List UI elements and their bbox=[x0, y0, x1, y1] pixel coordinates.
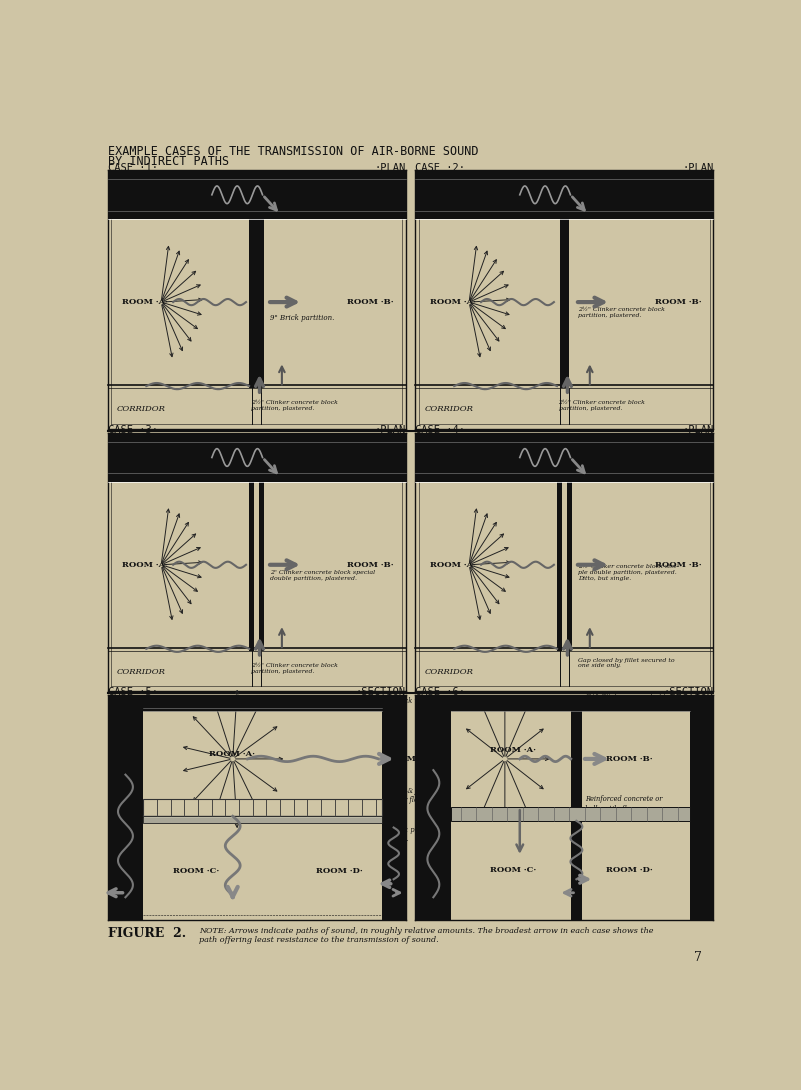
Text: 13½" Brick wall.: 13½" Brick wall. bbox=[578, 451, 638, 459]
Text: path offering least resistance to the transmission of sound.: path offering least resistance to the tr… bbox=[199, 936, 439, 944]
Text: CASE ·3·: CASE ·3· bbox=[107, 425, 158, 435]
Bar bbox=[252, 651, 260, 691]
Bar bbox=[451, 694, 690, 711]
Text: CORRIDOR: CORRIDOR bbox=[425, 668, 473, 676]
Text: BY INDIRECT PATHS: BY INDIRECT PATHS bbox=[107, 156, 229, 168]
Bar bbox=[416, 170, 714, 219]
Text: 9" Brick partition.: 9" Brick partition. bbox=[270, 314, 335, 322]
Text: 13½" Brick wall.: 13½" Brick wall. bbox=[270, 451, 329, 459]
Text: 2½" Clinker concrete block
partition, plastered.: 2½" Clinker concrete block partition, pl… bbox=[558, 400, 646, 411]
Bar bbox=[557, 482, 562, 651]
Bar bbox=[143, 816, 382, 823]
Text: CASE ·4·: CASE ·4· bbox=[416, 425, 465, 435]
Bar bbox=[567, 482, 572, 651]
Text: FIGURE  2.: FIGURE 2. bbox=[107, 926, 186, 940]
Text: 2½" Clinker concrete block
partition, plastered.: 2½" Clinker concrete block partition, pl… bbox=[251, 400, 337, 411]
Text: EXAMPLE CASES OF THE TRANSMISSION OF AIR-BORNE SOUND: EXAMPLE CASES OF THE TRANSMISSION OF AIR… bbox=[107, 145, 478, 158]
Bar bbox=[571, 711, 582, 808]
Text: 2½" Clinker concrete block
partition.: 2½" Clinker concrete block partition. bbox=[586, 692, 677, 710]
Text: Reinforced concrete or
hollow tile floor.: Reinforced concrete or hollow tile floor… bbox=[586, 796, 662, 812]
Bar bbox=[416, 433, 714, 482]
Text: 2½" Clinker concrete block
partition, plastered.: 2½" Clinker concrete block partition, pl… bbox=[578, 307, 665, 318]
Bar bbox=[107, 694, 143, 920]
Text: ROOM ·A·: ROOM ·A· bbox=[490, 746, 536, 754]
Bar bbox=[260, 482, 264, 651]
Text: ROOM ·C·: ROOM ·C· bbox=[490, 867, 536, 874]
Bar bbox=[560, 219, 569, 388]
Bar bbox=[107, 433, 405, 482]
Text: CASE ·1·: CASE ·1· bbox=[107, 162, 158, 172]
Text: ROOM ·B·: ROOM ·B· bbox=[347, 560, 393, 569]
Text: Board & joist
timber floor.: Board & joist timber floor. bbox=[384, 787, 429, 803]
Bar bbox=[252, 388, 260, 428]
Text: ROOM ·B·: ROOM ·B· bbox=[655, 560, 702, 569]
Text: Lath & plaster
ceiling.: Lath & plaster ceiling. bbox=[384, 825, 433, 843]
Text: 7: 7 bbox=[694, 950, 702, 964]
Text: ROOM ·A·: ROOM ·A· bbox=[123, 560, 168, 569]
Bar bbox=[143, 799, 382, 816]
Bar bbox=[561, 651, 569, 691]
Text: ·PLAN: ·PLAN bbox=[374, 162, 405, 172]
Text: CASE ·6·: CASE ·6· bbox=[416, 688, 465, 698]
Text: 9" Brick wall.: 9" Brick wall. bbox=[454, 698, 500, 705]
Text: ROOM ·B·: ROOM ·B· bbox=[606, 755, 653, 763]
Text: 2½" Clinker concrete block
partition, plastered.: 2½" Clinker concrete block partition, pl… bbox=[251, 663, 337, 674]
Text: NOTE: Arrows indicate paths of sound, in roughly relative amounts. The broadest : NOTE: Arrows indicate paths of sound, in… bbox=[199, 928, 654, 935]
Bar bbox=[249, 482, 254, 651]
Bar bbox=[382, 694, 405, 711]
Text: ROOM ·B·: ROOM ·B· bbox=[347, 298, 393, 306]
Text: 2½"Clinker concrete block sim-
ple double partition, plastered.
Ditto, but singl: 2½"Clinker concrete block sim- ple doubl… bbox=[578, 565, 678, 581]
Bar bbox=[416, 694, 451, 920]
Text: CORRIDOR: CORRIDOR bbox=[116, 405, 165, 413]
Text: ROOM ·A·: ROOM ·A· bbox=[209, 750, 255, 759]
Text: 2" Clinker concrete block special
double partition, plastered.: 2" Clinker concrete block special double… bbox=[270, 570, 376, 581]
Text: ·PLAN: ·PLAN bbox=[682, 162, 714, 172]
Text: 13½" Brick wall.: 13½" Brick wall. bbox=[147, 698, 203, 705]
Text: 9" Brick wall.: 9" Brick wall. bbox=[384, 698, 430, 705]
Text: ·PLAN: ·PLAN bbox=[682, 425, 714, 435]
Text: ·SECTION: ·SECTION bbox=[356, 688, 405, 698]
Bar bbox=[249, 219, 264, 388]
Text: ROOM ·A·: ROOM ·A· bbox=[430, 560, 477, 569]
Bar bbox=[571, 821, 582, 920]
Text: ROOM ·A·: ROOM ·A· bbox=[123, 298, 168, 306]
Text: ROOM ·C·: ROOM ·C· bbox=[173, 868, 219, 875]
Bar bbox=[690, 694, 714, 920]
Text: 13½" Brick wall.: 13½" Brick wall. bbox=[270, 196, 329, 204]
Text: CORRIDOR: CORRIDOR bbox=[425, 405, 473, 413]
Bar bbox=[143, 694, 382, 711]
Bar bbox=[107, 170, 405, 219]
Text: ROOM ·B·: ROOM ·B· bbox=[655, 298, 702, 306]
Text: CASE ·2·: CASE ·2· bbox=[416, 162, 465, 172]
Text: ·SECTION: ·SECTION bbox=[663, 688, 714, 698]
Bar bbox=[382, 694, 405, 920]
Text: ·PLAN: ·PLAN bbox=[374, 425, 405, 435]
Text: CORRIDOR: CORRIDOR bbox=[116, 668, 165, 676]
Text: 13½" Brick wall.: 13½" Brick wall. bbox=[578, 196, 638, 204]
Text: 2" Air space.: 2" Air space. bbox=[270, 463, 316, 471]
Text: Gap closed by fillet secured to
one side only.: Gap closed by fillet secured to one side… bbox=[578, 657, 674, 668]
Text: CASE ·5·: CASE ·5· bbox=[107, 688, 158, 698]
Text: ROOM ·D·: ROOM ·D· bbox=[606, 867, 653, 874]
Text: 2" Air space: 2" Air space bbox=[578, 463, 622, 471]
Bar bbox=[561, 388, 569, 428]
Bar bbox=[451, 808, 690, 821]
Text: ROOM ·D·: ROOM ·D· bbox=[316, 868, 363, 875]
Text: ROOM ·B·: ROOM ·B· bbox=[384, 755, 432, 763]
Text: ROOM ·A·: ROOM ·A· bbox=[430, 298, 477, 306]
